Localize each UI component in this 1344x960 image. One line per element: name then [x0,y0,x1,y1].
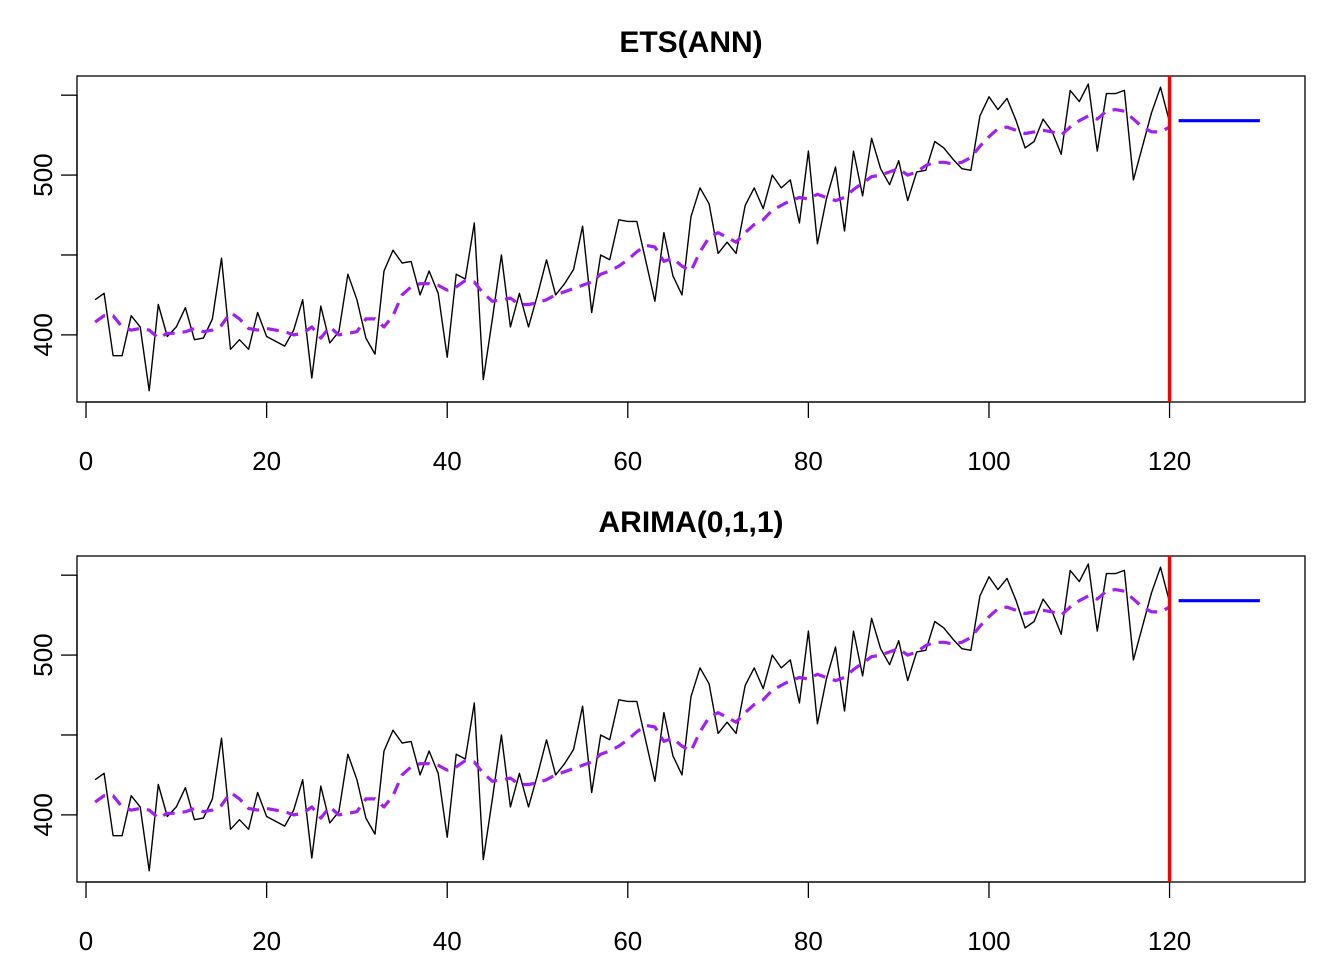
ets-chart-title: ETS(ANN) [619,26,762,59]
ets-x-tick-label: 0 [79,446,93,476]
ets-series-layer [94,76,1260,402]
ets-x-tick-label: 100 [967,446,1010,476]
arima-x-axis: 0 20 40 60 80 100 120 [79,881,1191,956]
arima-series-actual [94,563,1171,872]
ets-y-tick-label: 500 [28,153,58,196]
arima-series-layer [94,556,1260,882]
ets-x-tick-label: 40 [433,446,462,476]
arima-y-axis: 400 500 [28,574,78,837]
ets-plot-frame [76,75,1306,403]
ets-x-tick-label: 20 [252,446,281,476]
ets-series-actual [94,83,1171,392]
arima-x-tick-label: 60 [613,926,642,956]
arima-x-tick-label: 0 [79,926,93,956]
ets-y-axis: 400 500 [28,94,78,357]
arima-series-fitted [94,587,1171,820]
arima-panel: ARIMA(0,1,1) 400 500 0 20 40 60 80 100 120 [28,506,1306,956]
arima-chart-title: ARIMA(0,1,1) [598,506,783,539]
ets-x-tick-label: 120 [1148,446,1191,476]
arima-x-tick-label: 20 [252,926,281,956]
arima-x-tick-label: 100 [967,926,1010,956]
arima-y-tick-label: 500 [28,633,58,676]
ets-y-tick-label: 400 [28,313,58,356]
arima-x-tick-label: 40 [433,926,462,956]
arima-x-tick-label: 80 [794,926,823,956]
ets-x-tick-label: 60 [613,446,642,476]
arima-y-tick-label: 400 [28,793,58,836]
ets-panel: ETS(ANN) 400 500 0 20 40 60 80 100 120 [28,26,1306,476]
ets-x-tick-label: 80 [794,446,823,476]
ets-series-fitted [94,107,1171,340]
arima-x-tick-label: 120 [1148,926,1191,956]
ets-x-axis: 0 20 40 60 80 100 120 [79,401,1191,476]
arima-plot-frame [76,555,1306,883]
